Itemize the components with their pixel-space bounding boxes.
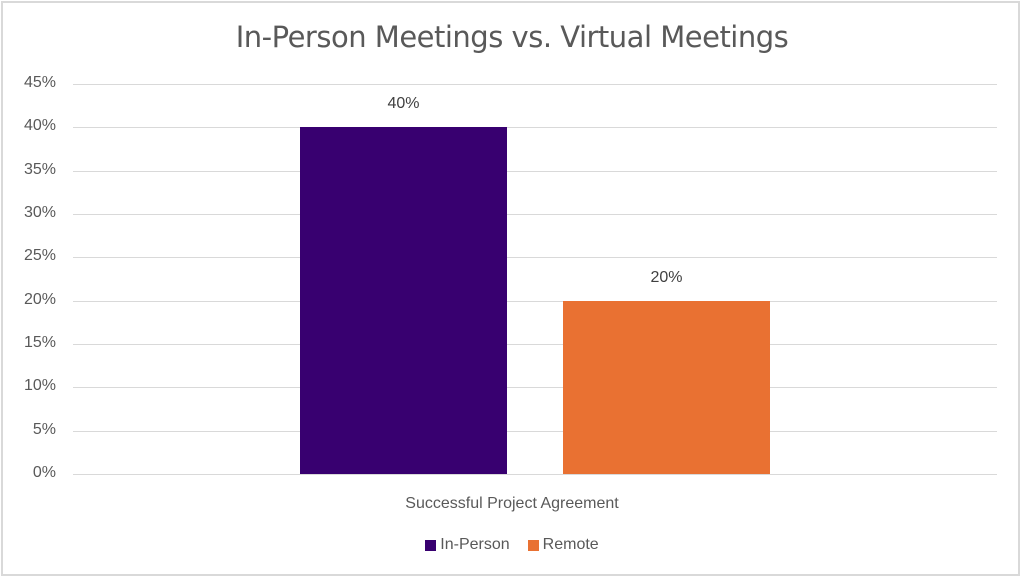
y-tick-label: 20% — [23, 290, 56, 308]
y-tick-label: 10% — [23, 377, 56, 395]
legend-item-in-person: In-Person — [425, 536, 510, 554]
legend-swatch-remote — [527, 539, 539, 551]
y-tick-label: 30% — [23, 204, 56, 221]
y-tick-label: 0% — [32, 464, 56, 481]
data-label: 40% — [387, 95, 420, 113]
gridline — [73, 170, 997, 172]
bar-remote — [563, 300, 770, 474]
y-tick-label: 5% — [32, 420, 56, 438]
y-tick-label: 15% — [23, 334, 56, 351]
gridline — [73, 257, 997, 259]
y-tick-label: 35% — [23, 160, 56, 178]
gridline — [73, 214, 997, 215]
legend-swatch-in-person — [425, 539, 437, 551]
category-label: Successful Project Agreement — [405, 495, 619, 512]
gridline — [73, 344, 997, 345]
legend-label-remote: Remote — [542, 536, 599, 553]
gridline — [73, 127, 997, 129]
gridline — [73, 474, 997, 475]
y-tick-label: 40% — [23, 117, 56, 135]
legend: In-Person Remote — [0, 536, 1024, 554]
legend-label-in-person: In-Person — [440, 536, 510, 553]
data-label: 20% — [650, 268, 683, 286]
gridline — [73, 430, 997, 432]
gridline — [73, 300, 997, 302]
gridline — [73, 387, 997, 389]
plot-area: 40% 20% — [73, 84, 997, 475]
y-tick-label: 45% — [23, 74, 56, 91]
y-tick-label: 25% — [23, 247, 56, 265]
gridline — [73, 84, 997, 85]
bar-in-person — [300, 127, 507, 474]
chart-title: In-Person Meetings vs. Virtual Meetings — [235, 20, 789, 54]
legend-item-remote: Remote — [527, 536, 599, 554]
